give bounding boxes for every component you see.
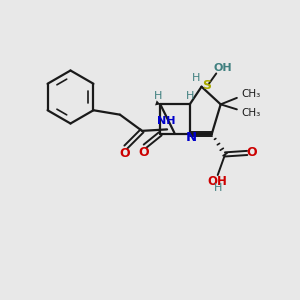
Text: O: O: [138, 146, 148, 159]
Text: NH: NH: [157, 116, 176, 126]
Text: S: S: [202, 79, 211, 92]
Text: O: O: [119, 147, 130, 160]
Text: N: N: [186, 131, 197, 144]
Text: CH₃: CH₃: [241, 108, 260, 118]
Text: H: H: [214, 183, 222, 193]
Text: OH: OH: [207, 175, 227, 188]
Text: H: H: [192, 73, 200, 83]
Text: O: O: [247, 146, 257, 159]
Text: OH: OH: [213, 63, 232, 74]
Text: H: H: [154, 91, 163, 101]
Text: H: H: [186, 91, 194, 101]
Polygon shape: [155, 100, 160, 105]
Text: CH₃: CH₃: [241, 89, 260, 99]
